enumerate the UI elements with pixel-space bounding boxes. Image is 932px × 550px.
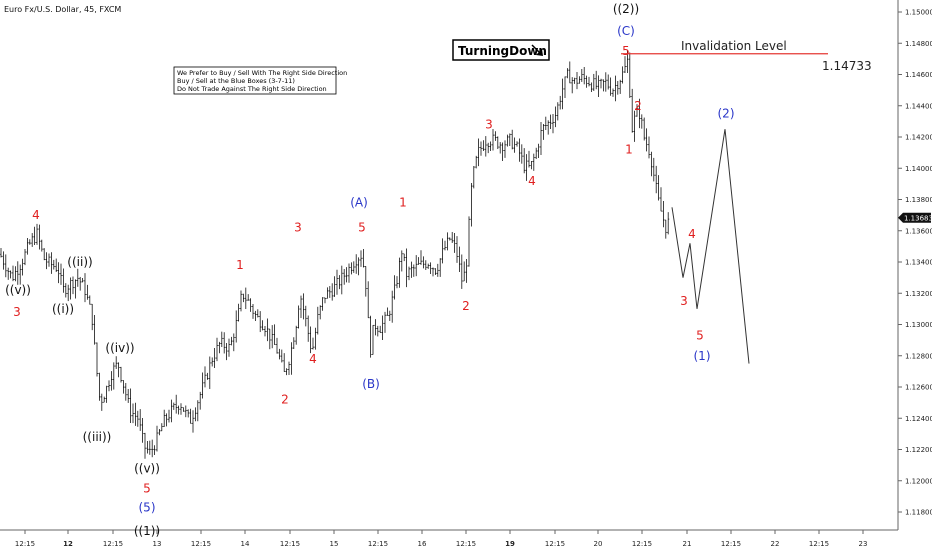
price-tick-label: 1.14200 <box>905 134 932 142</box>
wave-label: 4 <box>32 208 40 222</box>
time-axis[interactable]: 12:15 12 12:15 13 12:15 14 12:15 15 12:15 16 12:15… <box>15 530 868 548</box>
notes-box-border <box>173 66 337 95</box>
price-tick-label: 1.13600 <box>905 227 932 235</box>
wave-label: (1) <box>694 349 711 363</box>
price-tick-label: 1.14600 <box>905 71 932 79</box>
price-tick-label: 1.11800 <box>905 509 932 517</box>
time-tick-label: 23 <box>859 540 868 548</box>
price-tick-label: 1.13000 <box>905 321 932 329</box>
time-tick-label: 12:15 <box>191 540 211 548</box>
wave-label: 1 <box>236 258 244 272</box>
wave-label: 3 <box>485 118 493 132</box>
wave-label: (C) <box>617 24 635 38</box>
price-tick-label: 1.13400 <box>905 259 932 267</box>
wave-label: ((iv)) <box>105 341 134 355</box>
wave-labels: 4 ((v)) 3 ((ii)) ((i)) ((iv)) ((iii)) ((v)) 5 (5)… <box>5 2 734 538</box>
invalidation-label: Invalidation Level <box>681 39 787 53</box>
time-tick-label: 19 <box>505 540 515 548</box>
wave-label: (5) <box>139 500 156 514</box>
time-tick-label: 21 <box>683 540 692 548</box>
invalidation-price: 1.14733 <box>822 59 872 73</box>
price-tick-label: 1.15000 <box>905 9 932 17</box>
time-tick-label: 15 <box>330 540 339 548</box>
time-tick-label: 12:15 <box>456 540 476 548</box>
price-tick-label: 1.12600 <box>905 384 932 392</box>
time-tick-label: 20 <box>594 540 603 548</box>
wave-label: 5 <box>622 44 630 58</box>
wave-label: 2 <box>634 99 642 113</box>
time-tick-label: 12:15 <box>721 540 741 548</box>
price-tick-label: 1.14400 <box>905 102 932 110</box>
price-tag-shape <box>898 212 931 223</box>
wave-label: 3 <box>294 221 302 235</box>
notes-box: We Prefer to Buy / Sell With The Right S… <box>173 66 347 95</box>
price-tick-label: 1.13800 <box>905 196 932 204</box>
wave-label: 1 <box>625 143 633 157</box>
wave-label: 5 <box>358 221 366 235</box>
time-tick-label: 12 <box>63 540 73 548</box>
badge-border <box>452 39 550 61</box>
time-tick-label: 12:15 <box>632 540 652 548</box>
price-tick-label: 1.12000 <box>905 477 932 485</box>
wave-label: ((2)) <box>613 2 639 16</box>
price-tick-label: 1.14800 <box>905 40 932 48</box>
price-tick-label: 1.12400 <box>905 415 932 423</box>
time-tick-label: 12:15 <box>103 540 123 548</box>
time-tick-label: 14 <box>241 540 250 548</box>
time-tick-label: 12:15 <box>15 540 35 548</box>
wave-label: 3 <box>13 305 21 319</box>
wave-label: (B) <box>362 377 380 391</box>
wave-label: ((i)) <box>52 302 74 316</box>
wave-label: 4 <box>528 174 536 188</box>
price-tick-label: 1.12200 <box>905 446 932 454</box>
note-line-2: Buy / Sell at the Blue Boxes (3-7-11) <box>177 77 295 85</box>
wave-label: 4 <box>309 352 317 366</box>
wave-label: (A) <box>350 196 368 210</box>
wave-label: 5 <box>143 482 151 496</box>
current-price-tag: 1.13683 <box>898 212 932 223</box>
wave-label: ((ii)) <box>67 255 92 269</box>
turning-down-badge: TurningDown <box>452 39 550 61</box>
price-tick-label: 1.12800 <box>905 352 932 360</box>
wave-label: 2 <box>462 299 470 313</box>
note-line-3: Do Not Trade Against The Right Side Dire… <box>177 85 327 93</box>
wave-label: ((iii)) <box>83 430 112 444</box>
badge-label: TurningDown <box>458 44 547 58</box>
chart-title: Euro Fx/U.S. Dollar, 45, FXCM <box>4 5 121 14</box>
price-axis[interactable]: 1.15000 1.14800 1.14600 1.14400 1.14200 1.140… <box>898 9 932 517</box>
price-tick-label: 1.13200 <box>905 290 932 298</box>
time-tick-label: 12:15 <box>809 540 829 548</box>
time-tick-label: 12:15 <box>368 540 388 548</box>
wave-label: ((v)) <box>134 461 160 475</box>
wave-label: 4 <box>688 227 696 241</box>
time-tick-label: 12:15 <box>280 540 300 548</box>
note-line-1: We Prefer to Buy / Sell With The Right S… <box>177 69 347 77</box>
time-tick-label: 22 <box>771 540 780 548</box>
time-tick-label: 16 <box>418 540 427 548</box>
forecast-path <box>671 129 750 364</box>
wave-label: (2) <box>718 107 735 121</box>
wave-label: 1 <box>399 196 407 210</box>
down-right-arrow-icon <box>531 44 543 56</box>
wave-label: 2 <box>281 393 289 407</box>
time-tick-label: 13 <box>153 540 162 548</box>
wave-label: 5 <box>696 328 704 342</box>
wave-label: ((1)) <box>134 524 160 538</box>
ohlc-bars <box>0 50 670 459</box>
wave-label: 3 <box>680 294 688 308</box>
wave-label: ((v)) <box>5 283 31 297</box>
price-tick-label: 1.14000 <box>905 165 932 173</box>
price-tag-label: 1.13683 <box>904 214 932 222</box>
time-tick-label: 12:15 <box>545 540 565 548</box>
